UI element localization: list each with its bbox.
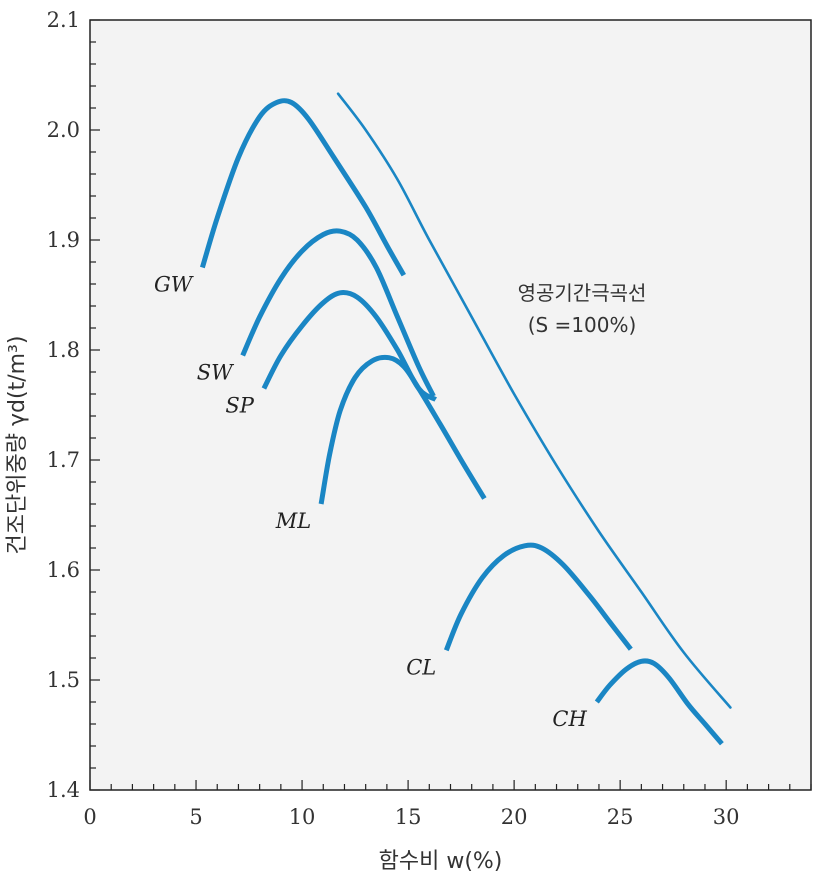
y-tick-label: 2.0: [47, 118, 80, 142]
series-line-ml: [318, 354, 487, 505]
y-tick-label: 1.6: [47, 558, 80, 582]
series-label-ch: CH: [552, 707, 587, 731]
series-label-cl: CL: [406, 655, 436, 679]
labels-layer: GW SW SP ML CL CH: [154, 273, 587, 732]
series-layer: [200, 92, 732, 746]
x-tick-label: 5: [189, 805, 202, 829]
zero-air-voids-line: [336, 92, 732, 709]
x-tick-label: 30: [713, 805, 740, 829]
series-label-sw: SW: [197, 361, 235, 385]
zero-air-voids-label: 영공기간극곡선: [518, 281, 647, 305]
y-tick-label: 1.5: [47, 668, 80, 692]
x-tick-label: 0: [83, 805, 96, 829]
y-tick-label: 1.9: [47, 228, 80, 252]
ticks-layer: 0 5 10 15 20 25 30 1.4 1.5 1.6 1.7 1.8 1.9 2.0 2.1: [47, 8, 812, 829]
series-label-gw: GW: [154, 273, 195, 297]
y-tick-label: 1.7: [47, 448, 80, 472]
series-line-ch: [594, 658, 724, 746]
x-tick-label: 15: [395, 805, 422, 829]
y-axis-title: 건조단위중량 γd(t/m³): [5, 336, 30, 555]
y-tick-label: 1.4: [47, 778, 80, 802]
x-tick-label: 25: [607, 805, 634, 829]
x-tick-label: 20: [501, 805, 528, 829]
x-tick-label: 10: [289, 805, 316, 829]
x-axis-title: 함수비 w(%): [379, 849, 503, 874]
series-label-sp: SP: [225, 394, 254, 418]
series-line-cl: [443, 542, 633, 652]
series-label-ml: ML: [275, 509, 311, 533]
y-tick-label: 1.8: [47, 338, 80, 362]
zero-air-voids-sublabel: (S =100%): [528, 313, 637, 337]
plot-frame: [89, 19, 812, 791]
series-line-gw: [200, 98, 406, 277]
y-tick-label: 2.1: [47, 8, 80, 32]
series-line-sw: [240, 228, 436, 398]
